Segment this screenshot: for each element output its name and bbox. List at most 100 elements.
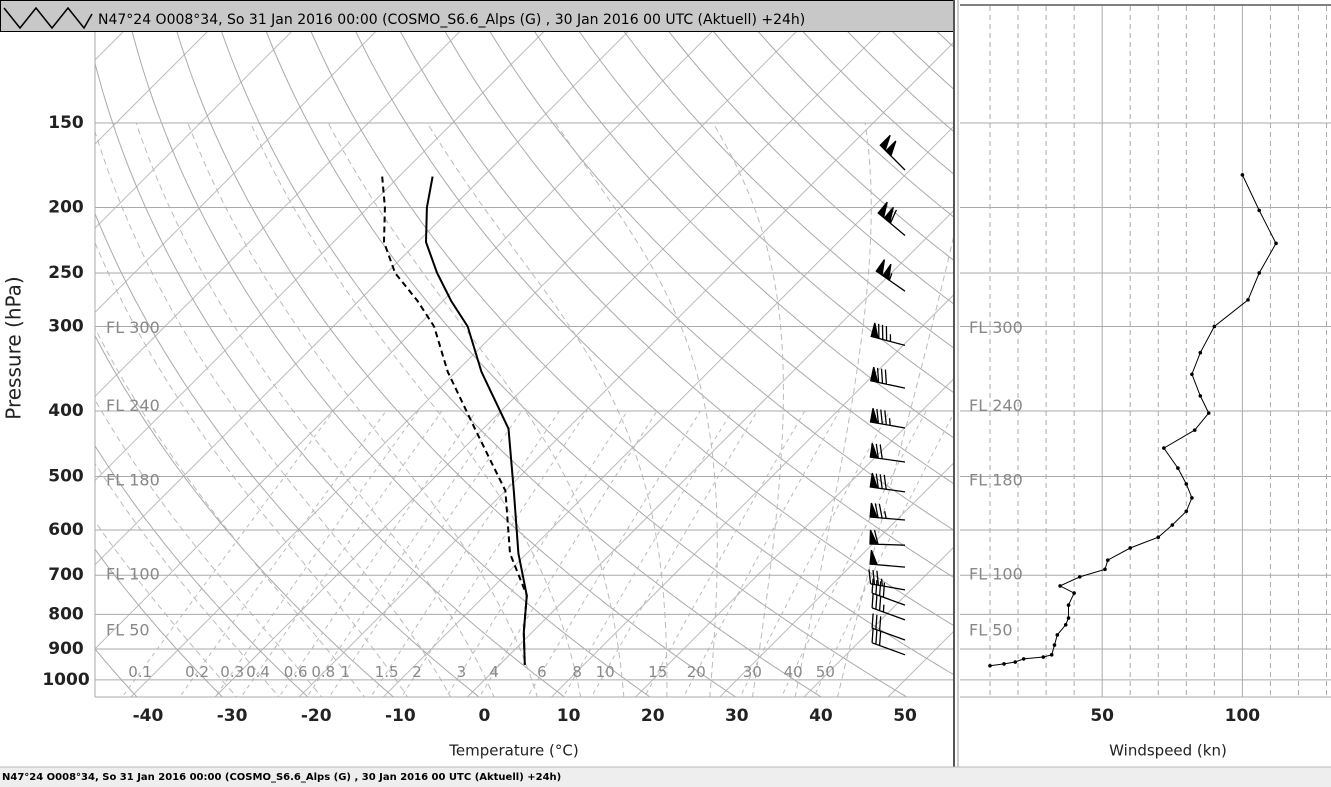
flight-level-label: FL 300 <box>106 318 160 337</box>
mixing-ratio-label: 4 <box>489 663 499 681</box>
wind-barb <box>870 322 906 347</box>
mixing-ratio-label: 0.8 <box>311 663 335 681</box>
isotherm <box>718 462 953 697</box>
isotherm <box>130 32 797 697</box>
mixing-ratio-label: 0.3 <box>220 663 244 681</box>
windspeed-point <box>1072 591 1076 595</box>
x-axis-title: Temperature (°C) <box>448 742 578 760</box>
wind-barb <box>869 443 906 463</box>
diagram-background <box>95 32 953 697</box>
wind-barb <box>869 529 906 546</box>
moist-adiabat <box>135 122 495 697</box>
wind-barb <box>871 613 906 641</box>
windspeed-point <box>1021 657 1026 661</box>
windspeed-point <box>1063 623 1068 627</box>
windspeed-point <box>1066 616 1071 620</box>
flight-level-label: FL 240 <box>969 396 1023 415</box>
windspeed-point <box>1184 482 1189 486</box>
mixing-ratio-line <box>240 410 443 697</box>
mixing-ratio-label: 50 <box>816 663 835 681</box>
windspeed-point <box>1176 466 1180 470</box>
wind-barb <box>875 259 906 292</box>
mixing-ratio-label: 15 <box>648 663 667 681</box>
windspeed-point <box>1192 428 1197 432</box>
mixing-ratio-label: 1.5 <box>375 663 399 681</box>
x-tick-label: 40 <box>809 706 833 726</box>
isotherm <box>95 32 292 229</box>
y-tick-label: 400 <box>48 401 84 421</box>
mixing-ratio-label: 20 <box>687 663 706 681</box>
isotherm <box>95 32 377 314</box>
windspeed-point <box>1013 660 1018 664</box>
windspeed-point <box>1058 584 1062 588</box>
mixing-ratio-label: 6 <box>537 663 547 681</box>
windspeed-point <box>1162 446 1166 450</box>
menu-icon[interactable] <box>3 6 93 30</box>
wind-barb <box>879 134 906 171</box>
mixing-ratio-line <box>478 410 658 697</box>
moist-adiabat <box>426 122 668 697</box>
foreground: 0.1 0.2 0.3 0.4 0.6 0.8 1 1.5 2 3 4 6 8 10 15 20 30 40 50 1… <box>42 113 1278 726</box>
windspeed-point <box>1257 271 1262 275</box>
flight-level-label: FL 100 <box>106 565 160 584</box>
mixing-ratio-line <box>179 410 387 697</box>
flight-level-label: FL 50 <box>106 621 150 640</box>
x-tick-label: -20 <box>301 706 332 726</box>
wind-barb <box>869 549 906 568</box>
mixing-ratio-line <box>527 410 701 697</box>
y-tick-label: 150 <box>48 113 84 133</box>
x-tick-label: -40 <box>133 706 164 726</box>
wind-background <box>960 6 1331 697</box>
moist-adiabat <box>187 122 538 697</box>
isotherm <box>634 378 953 697</box>
windspeed-point <box>1212 324 1217 329</box>
y-tick-label: 300 <box>48 316 84 336</box>
windspeed-point <box>1246 298 1250 302</box>
mixing-ratio-line <box>562 410 733 697</box>
wind-barb <box>868 569 906 591</box>
dry-adiabat <box>95 648 138 697</box>
windspeed-point <box>1198 350 1203 355</box>
dry-adiabat <box>623 32 953 349</box>
windspeed-point <box>1257 208 1262 213</box>
mixing-ratio-label: 0.6 <box>284 663 308 681</box>
windspeed-point <box>1240 173 1245 177</box>
y-tick-label: 600 <box>48 520 84 540</box>
header-title: N47°24 O008°34, So 31 Jan 2016 00:00 (CO… <box>98 12 805 28</box>
moist-adiabat <box>554 122 718 697</box>
windspeed-point <box>1184 509 1189 514</box>
x-axis-title: Windspeed (kn) <box>1109 742 1227 760</box>
mixing-ratio-line <box>121 410 335 697</box>
windspeed-point <box>1066 603 1071 607</box>
dry-adiabat <box>444 32 953 531</box>
mixing-ratio-line <box>590 410 758 697</box>
mixing-ratio-label: 0.2 <box>185 663 209 681</box>
flight-level-label: FL 180 <box>969 471 1023 490</box>
mixing-ratio-label: 3 <box>457 663 467 681</box>
moist-adiabat <box>95 241 409 697</box>
flight-level-label: FL 100 <box>969 565 1023 584</box>
wind-barb <box>871 593 906 621</box>
windspeed-point <box>1274 241 1278 246</box>
isotherm <box>466 210 953 697</box>
windspeed-point <box>1105 558 1110 562</box>
x-tick-label: 50 <box>893 706 917 726</box>
dry-adiabat <box>534 32 953 438</box>
windspeed-point <box>988 663 992 668</box>
mixing-ratio-label: 30 <box>743 663 762 681</box>
mixing-ratio-line <box>328 410 523 697</box>
x-tick-label: -30 <box>217 706 248 726</box>
y-tick-label: 200 <box>48 197 84 217</box>
y-tick-label: 500 <box>48 466 84 486</box>
windspeed-point <box>1170 523 1175 527</box>
windspeed-point <box>1077 575 1082 579</box>
y-tick-label: 1000 <box>42 670 89 690</box>
isotherm <box>95 32 629 566</box>
wind-barb <box>869 472 906 493</box>
flight-level-label: FL 300 <box>969 318 1023 337</box>
y-tick-label: 250 <box>48 263 84 283</box>
y-tick-label: 700 <box>48 565 84 585</box>
moist-adiabat <box>712 122 784 697</box>
